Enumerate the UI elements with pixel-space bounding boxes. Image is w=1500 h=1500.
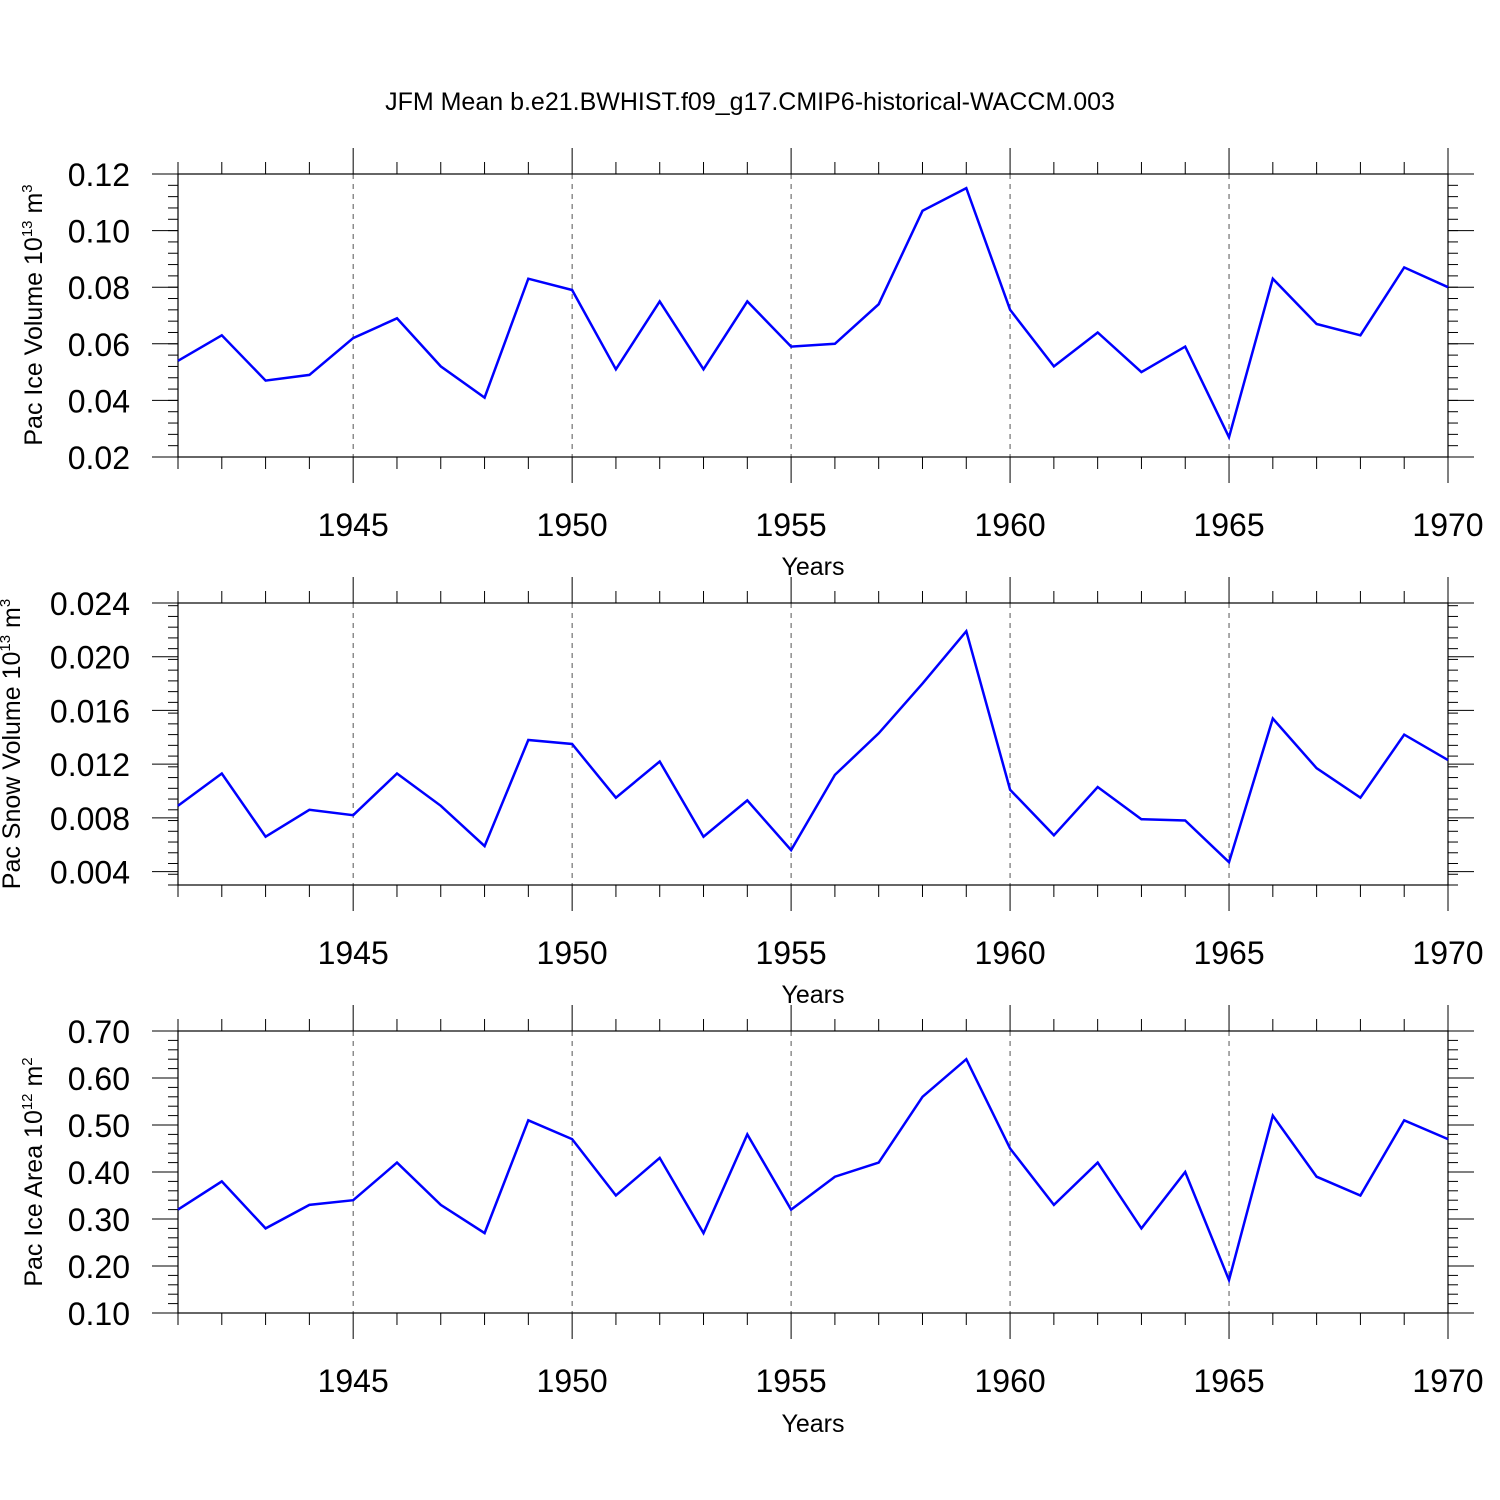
plot-frame xyxy=(177,173,1449,458)
y-tick-label: 0.020 xyxy=(50,640,130,676)
ylabel-snow-volume: Pac Snow Volume 1013 m3 xyxy=(0,599,26,889)
x-tick-label: 1960 xyxy=(974,507,1045,543)
series-line xyxy=(177,186,1449,441)
x-tick-label: 1955 xyxy=(756,935,827,971)
plot-frame xyxy=(177,602,1449,886)
x-tick-label: 1960 xyxy=(974,1363,1045,1399)
panel-snow-volume: Pac Snow Volume 1013 m3 Years 1945 1950 19… xyxy=(0,577,1484,1009)
y-tick-label: 0.012 xyxy=(50,747,130,783)
y-tick-label: 0.06 xyxy=(68,327,130,363)
x-tick-label: 1945 xyxy=(318,507,389,543)
series-line xyxy=(177,1057,1449,1285)
y-tick-label: 0.70 xyxy=(68,1014,130,1050)
xlabel-snow-volume: Years xyxy=(781,981,844,1009)
x-tick-label: 1970 xyxy=(1412,1363,1483,1399)
x-tick-label: 1970 xyxy=(1412,507,1483,543)
x-tick-label: 1945 xyxy=(318,1363,389,1399)
xlabel-ice-area: Years xyxy=(781,1410,844,1438)
x-tick-label: 1955 xyxy=(756,1363,827,1399)
y-tick-label: 0.10 xyxy=(68,1296,130,1332)
panel-ice-area: Pac Ice Area 1012 m2 Years 1945 1950 1955 1… xyxy=(19,1005,1484,1438)
y-tick-label: 0.12 xyxy=(68,157,130,193)
y-tick-label: 0.02 xyxy=(68,440,130,476)
y-tick-label: 0.024 xyxy=(50,586,130,622)
series-line xyxy=(177,628,1449,865)
x-tick-label: 1955 xyxy=(756,507,827,543)
figure-title: JFM Mean b.e21.BWHIST.f09_g17.CMIP6-hist… xyxy=(385,88,1115,116)
y-tick-label: 0.60 xyxy=(68,1061,130,1097)
ylabel-ice-volume: Pac Ice Volume 1013 m3 xyxy=(19,184,48,445)
y-tick-label: 0.04 xyxy=(68,383,130,419)
y-tick-label: 0.20 xyxy=(68,1249,130,1285)
x-tick-label: 1950 xyxy=(537,507,608,543)
y-tick-label: 0.008 xyxy=(50,801,130,837)
x-tick-label: 1965 xyxy=(1193,507,1264,543)
y-tick-label: 0.40 xyxy=(68,1155,130,1191)
xlabel-ice-volume: Years xyxy=(781,553,844,581)
panel-ice-volume: Pac Ice Volume 1013 m3 Years 1945 1950 195… xyxy=(19,148,1484,581)
y-tick-label: 0.30 xyxy=(68,1202,130,1238)
y-tick-label: 0.016 xyxy=(50,693,130,729)
x-tick-label: 1950 xyxy=(537,1363,608,1399)
y-tick-label: 0.10 xyxy=(68,214,130,250)
ylabel-ice-area: Pac Ice Area 1012 m2 xyxy=(19,1057,48,1286)
y-tick-label: 0.004 xyxy=(50,855,130,891)
x-tick-label: 1960 xyxy=(974,935,1045,971)
y-tick-label: 0.08 xyxy=(68,270,130,306)
y-tick-label: 0.50 xyxy=(68,1108,130,1144)
x-tick-label: 1965 xyxy=(1193,935,1264,971)
x-tick-label: 1965 xyxy=(1193,1363,1264,1399)
x-tick-label: 1945 xyxy=(318,935,389,971)
x-tick-label: 1970 xyxy=(1412,935,1483,971)
x-tick-label: 1950 xyxy=(537,935,608,971)
